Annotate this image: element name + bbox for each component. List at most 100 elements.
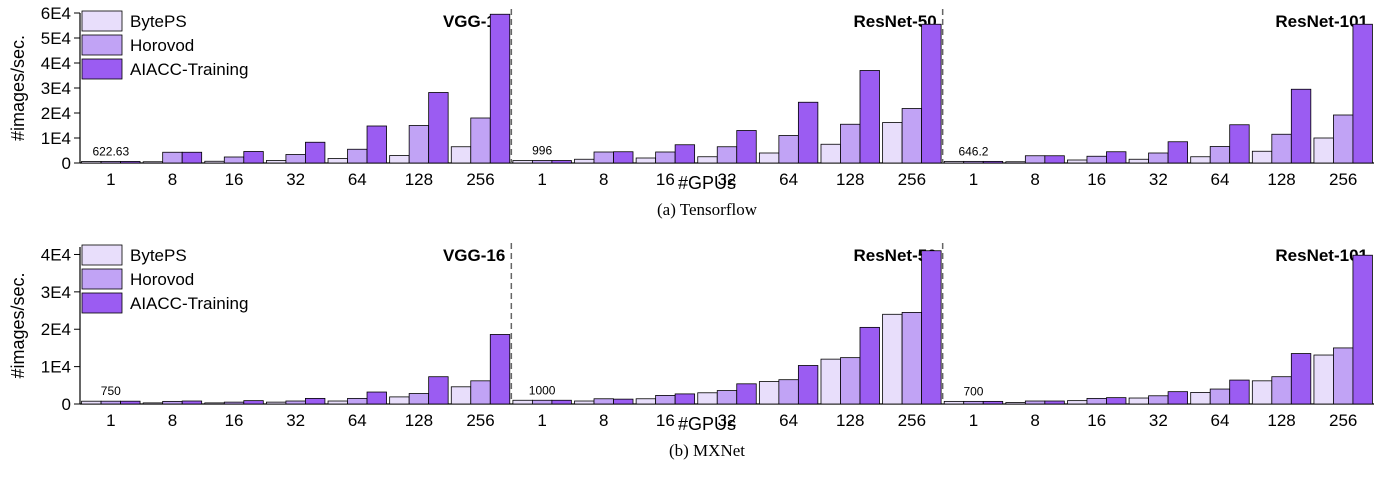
x-tick-label: 128 [405, 170, 433, 189]
bar-aiacc-training-vgg-16-16 [243, 400, 264, 405]
bar-horovod-resnet-50-16 [655, 395, 676, 405]
x-tick-label: 256 [466, 411, 494, 430]
bar-aiacc-training-resnet-50-16 [674, 393, 696, 405]
y-tick-label: 0 [62, 154, 71, 173]
y-tick-label: 3E4 [41, 79, 71, 98]
bar-horovod-resnet-50-32 [716, 146, 738, 164]
x-tick-label: 32 [1149, 170, 1168, 189]
x-tick-label: 8 [168, 170, 177, 189]
bar-byteps-vgg-16-16 [204, 402, 225, 405]
bar-byteps-vgg-16-64 [327, 400, 348, 405]
model-title-resnet-101: ResNet-101 [1275, 12, 1368, 31]
x-tick-label: 128 [1267, 411, 1295, 430]
x-tick-label: 32 [718, 170, 737, 189]
x-tick-label: 16 [1087, 170, 1106, 189]
bar-byteps-resnet-50-1 [512, 160, 533, 164]
bar-horovod-resnet-101-16 [1086, 155, 1107, 164]
x-tick-label: 64 [348, 170, 367, 189]
bar-byteps-resnet-101-16 [1067, 159, 1088, 164]
x-tick-label: 256 [898, 170, 926, 189]
bar-horovod-resnet-50-8 [593, 151, 614, 164]
bar-horovod-resnet-101-16 [1086, 397, 1107, 405]
bar-horovod-resnet-50-16 [655, 151, 676, 164]
x-tick-label: 256 [466, 170, 494, 189]
bar-aiacc-training-resnet-50-256 [921, 250, 942, 405]
bar-horovod-resnet-50-1 [531, 160, 553, 164]
bar-byteps-vgg-16-1 [81, 400, 102, 405]
bar-byteps-vgg-16-256 [450, 146, 472, 164]
x-tick-label: 8 [168, 411, 177, 430]
x-tick-label: 128 [836, 411, 864, 430]
y-axis-label: #images/sec. [8, 35, 28, 141]
bar-horovod-vgg-16-64 [347, 397, 368, 405]
bar-aiacc-training-resnet-50-32 [736, 130, 757, 164]
bar-horovod-resnet-101-128 [1271, 376, 1292, 405]
bar-byteps-resnet-101-128 [1251, 150, 1273, 164]
bar-horovod-vgg-16-8 [162, 400, 183, 405]
bar-byteps-resnet-101-16 [1067, 400, 1088, 405]
y-tick-label: 2E4 [41, 104, 71, 123]
bar-byteps-resnet-50-32 [697, 392, 718, 405]
bar-aiacc-training-resnet-50-256 [921, 23, 942, 164]
bar-aiacc-training-resnet-101-1 [982, 400, 1004, 405]
y-tick-label: 3E4 [41, 283, 71, 302]
bar-horovod-resnet-101-64 [1209, 146, 1231, 164]
bar-byteps-resnet-50-16 [635, 398, 657, 405]
bar-byteps-resnet-101-1 [943, 160, 965, 164]
bar-byteps-resnet-101-1 [943, 400, 965, 405]
bar-horovod-vgg-16-256 [470, 117, 491, 164]
bar-aiacc-training-resnet-50-8 [613, 398, 634, 405]
bar-aiacc-training-vgg-16-64 [366, 391, 387, 405]
bar-aiacc-training-vgg-16-256 [489, 334, 511, 405]
legend-label-horovod: Horovod [130, 270, 194, 289]
x-tick-label: 256 [1329, 170, 1357, 189]
panel-tensorflow: 01E42E43E44E45E46E4#images/sec.VGG-16162… [8, 4, 1374, 219]
y-tick-label: 5E4 [41, 29, 71, 48]
bar-byteps-vgg-16-1 [81, 161, 102, 164]
bar-horovod-vgg-16-16 [223, 156, 245, 164]
single-gpu-annotation: 996 [532, 144, 552, 158]
bar-horovod-resnet-50-128 [840, 357, 861, 405]
x-tick-label: 16 [656, 411, 675, 430]
x-tick-label: 32 [718, 411, 737, 430]
x-tick-label: 16 [225, 411, 244, 430]
y-tick-label: 1E4 [41, 129, 71, 148]
bar-aiacc-training-resnet-50-1 [551, 160, 572, 164]
bar-horovod-vgg-16-64 [347, 148, 368, 164]
y-tick-label: 6E4 [41, 4, 71, 23]
legend-swatch-byteps [81, 244, 123, 266]
x-tick-label: 1 [969, 170, 978, 189]
bar-byteps-resnet-101-32 [1128, 158, 1149, 164]
legend-label-byteps: BytePS [130, 246, 187, 265]
legend-swatch-byteps [81, 10, 123, 32]
bar-byteps-resnet-50-8 [574, 400, 595, 405]
bar-byteps-vgg-16-8 [142, 161, 164, 164]
bar-horovod-vgg-16-16 [223, 401, 245, 405]
bar-horovod-resnet-50-256 [901, 312, 923, 405]
bar-byteps-resnet-50-256 [882, 313, 903, 405]
figure-caption: (b) MXNet [669, 441, 745, 460]
bar-horovod-resnet-101-128 [1271, 133, 1292, 164]
bar-aiacc-training-resnet-50-64 [797, 101, 819, 164]
x-tick-label: 32 [286, 411, 305, 430]
bar-horovod-resnet-101-8 [1024, 155, 1046, 164]
bar-horovod-vgg-16-32 [285, 400, 306, 405]
bar-horovod-vgg-16-32 [285, 154, 306, 164]
x-tick-label: 128 [405, 411, 433, 430]
bar-aiacc-training-resnet-101-16 [1106, 151, 1127, 164]
bar-byteps-resnet-50-64 [758, 152, 780, 164]
bar-aiacc-training-resnet-50-128 [859, 70, 880, 164]
x-tick-label: 128 [836, 170, 864, 189]
bar-aiacc-training-resnet-101-8 [1044, 155, 1065, 164]
single-gpu-annotation: 1000 [529, 383, 556, 397]
bar-aiacc-training-resnet-101-256 [1352, 23, 1373, 164]
bar-byteps-vgg-16-32 [266, 401, 287, 405]
x-tick-label: 1 [106, 170, 115, 189]
legend-label-byteps: BytePS [130, 12, 187, 31]
figure-caption: (a) Tensorflow [657, 200, 758, 219]
bar-byteps-resnet-101-256 [1313, 137, 1334, 164]
bar-aiacc-training-vgg-16-64 [366, 125, 387, 164]
bar-aiacc-training-vgg-16-1 [120, 161, 141, 164]
bar-aiacc-training-resnet-101-1 [982, 160, 1004, 164]
panel-mxnet: 0 1E4 2E4 3E4 4E4 #images/sec. VGG-16 1 750 8 16 32… [8, 243, 1374, 460]
